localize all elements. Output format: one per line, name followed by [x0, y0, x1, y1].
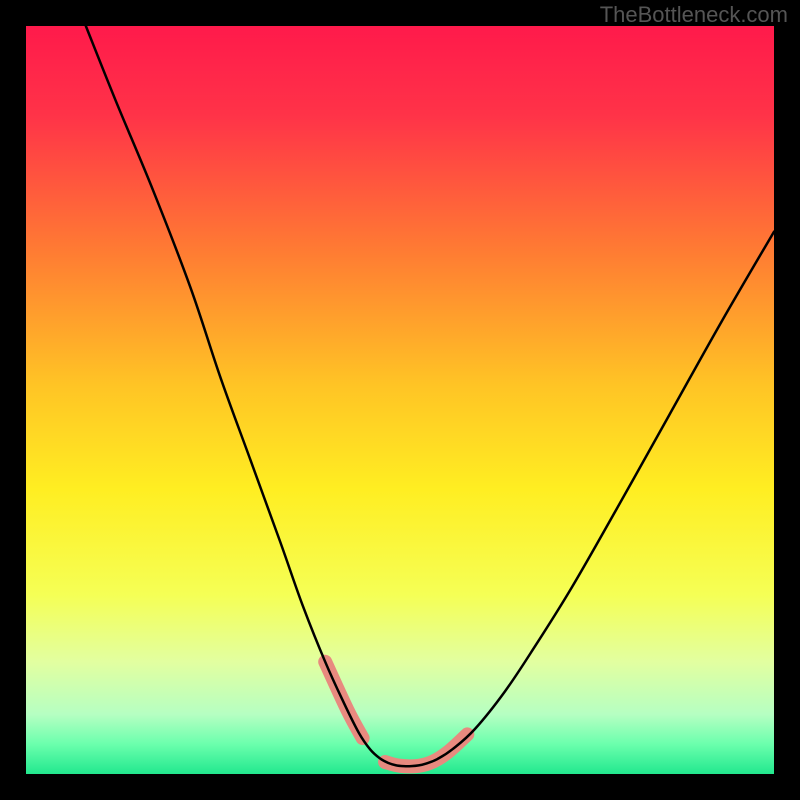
- watermark-text: TheBottleneck.com: [600, 4, 788, 26]
- plot-background: [26, 26, 774, 774]
- chart-container: TheBottleneck.com: [0, 0, 800, 800]
- chart-svg: [0, 0, 800, 800]
